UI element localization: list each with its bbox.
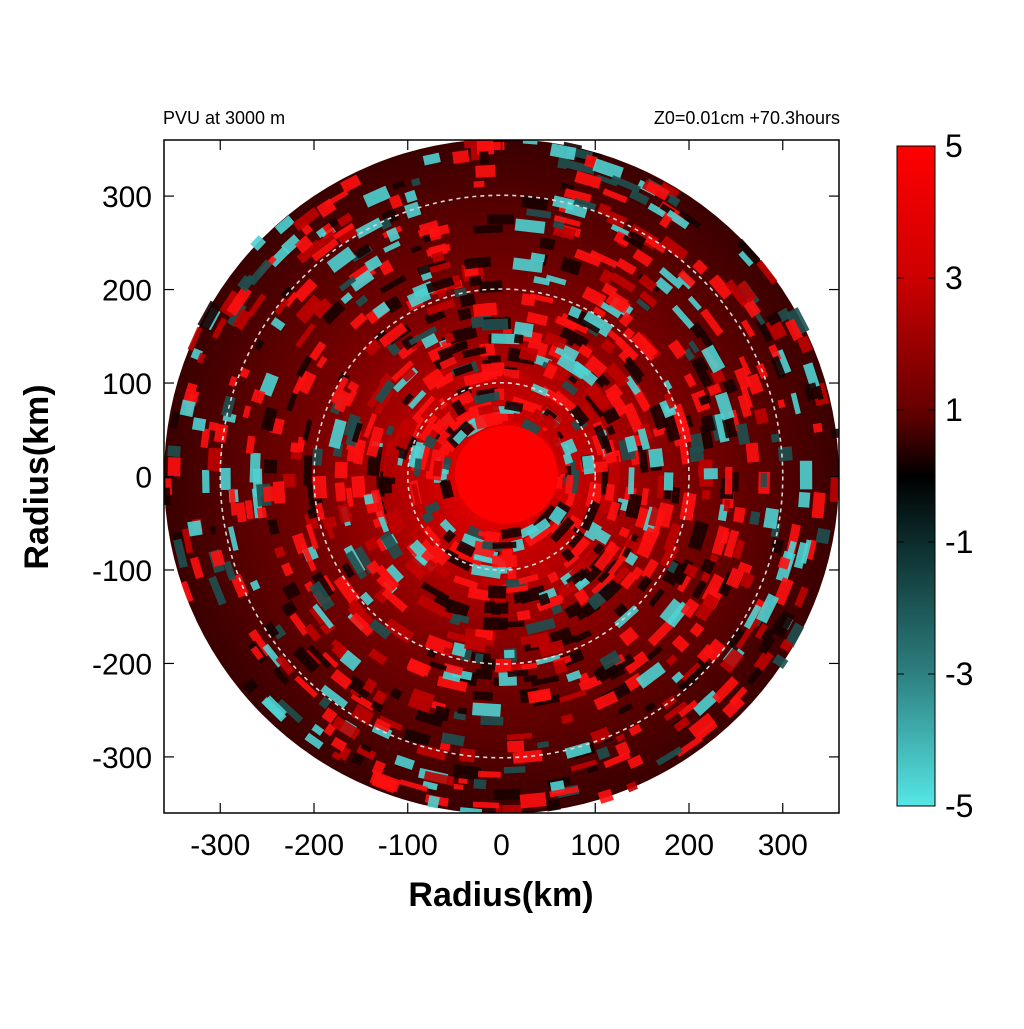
colorbar-tick-label: 3 [945, 260, 963, 296]
field-texture [164, 140, 839, 813]
x-tick-label: 0 [493, 829, 510, 862]
chart-title: PVU at 3000 m [163, 108, 286, 128]
vortex-core [454, 425, 559, 524]
plot-area [164, 140, 839, 813]
reference-circle-300 [219, 194, 784, 759]
colorbar-tick-label: 5 [945, 128, 963, 164]
chart-subtitle: Z0=0.01cm +70.3hours [653, 108, 840, 128]
colorbar-tick-label: 1 [945, 392, 963, 428]
colorbar-tick-label: -3 [945, 656, 973, 692]
x-tick-label: 200 [664, 829, 714, 862]
axis-ticks: -300 -200 -100 0 100 200 300 300 200 100 0 -100 -200… [92, 140, 839, 862]
y-tick-label: -100 [92, 555, 152, 588]
y-tick-label: 300 [102, 181, 152, 214]
y-tick-label: 0 [135, 462, 152, 495]
y-tick-label: 200 [102, 275, 152, 308]
y-tick-label: -200 [92, 648, 152, 681]
y-tick-label: 100 [102, 368, 152, 401]
reference-circle-100 [406, 381, 597, 572]
colorbar-ticks: 5 3 1 -1 -3 -5 [897, 128, 973, 824]
colorbar [896, 145, 936, 807]
x-tick-label: -200 [284, 829, 344, 862]
x-tick-label: 300 [758, 829, 808, 862]
y-axis-title: Radius(km) [18, 384, 56, 569]
x-tick-label: -300 [190, 829, 250, 862]
x-tick-label: 100 [570, 829, 620, 862]
x-axis-title: Radius(km) [408, 876, 593, 914]
y-tick-label: -300 [92, 742, 152, 775]
reference-circle-200 [313, 288, 690, 665]
colorbar-tick-label: -5 [945, 788, 973, 824]
x-tick-label: -100 [378, 829, 438, 862]
colorbar-tick-label: -1 [945, 524, 973, 560]
